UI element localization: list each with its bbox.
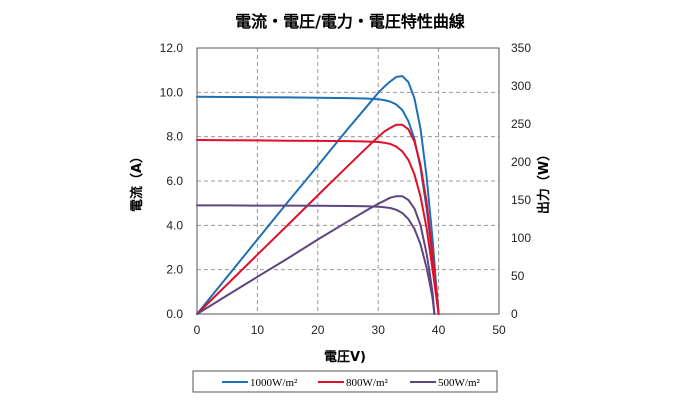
y-right-tick-label: 0 [511, 307, 518, 321]
legend-label: 800W/m² [346, 377, 388, 389]
y-left-tick-label: 2.0 [166, 263, 183, 277]
y-right-tick-label: 300 [511, 79, 531, 93]
y-left-tick-label: 0.0 [166, 307, 183, 321]
series-1-power-line [196, 75, 440, 315]
y-right-tick-label: 350 [511, 41, 531, 55]
x-tick-label: 20 [311, 323, 325, 337]
y-left-axis-ticks: 0.0 2.0 4.0 6.0 8.0 10.0 12.0 [160, 41, 184, 321]
y-right-axis-label: 出力（W） [536, 148, 552, 214]
legend-box [192, 370, 498, 393]
x-tick-label: 0 [194, 323, 201, 337]
x-tick-label: 30 [372, 323, 386, 337]
plot-frame [196, 47, 500, 315]
legend-label: 1000W/m² [250, 377, 298, 389]
y-left-axis-label: 電流（A） [129, 150, 145, 212]
series-2-power-line [196, 123, 440, 315]
x-tick-label: 40 [432, 323, 446, 337]
y-right-tick-label: 150 [511, 193, 531, 207]
y-right-tick-label: 50 [511, 269, 525, 283]
chart-title: 電流・電圧/電力・電圧特性曲線 [235, 12, 465, 31]
series-3-power-line [196, 195, 436, 315]
x-axis-label: 電圧V) [324, 350, 366, 365]
y-right-tick-label: 200 [511, 155, 531, 169]
series-group [196, 75, 440, 315]
x-tick-label: 50 [492, 323, 506, 337]
series-2-current-line [196, 139, 440, 315]
y-left-tick-label: 6.0 [166, 174, 183, 188]
grid [197, 48, 499, 314]
y-left-tick-label: 4.0 [166, 218, 183, 232]
x-axis-ticks: 0 10 20 30 40 50 [194, 323, 506, 337]
y-left-tick-label: 12.0 [160, 41, 184, 55]
y-right-axis-ticks: 0 50 100 150 200 250 300 350 [511, 41, 531, 321]
x-tick-label: 10 [251, 323, 265, 337]
series-3-current-line [196, 204, 436, 315]
y-right-tick-label: 100 [511, 231, 531, 245]
legend-label: 500W/m² [438, 377, 480, 389]
y-left-tick-label: 8.0 [166, 130, 183, 144]
y-left-tick-label: 10.0 [160, 85, 184, 99]
y-right-tick-label: 250 [511, 117, 531, 131]
legend: 1000W/m² 800W/m² 500W/m² [222, 377, 480, 389]
